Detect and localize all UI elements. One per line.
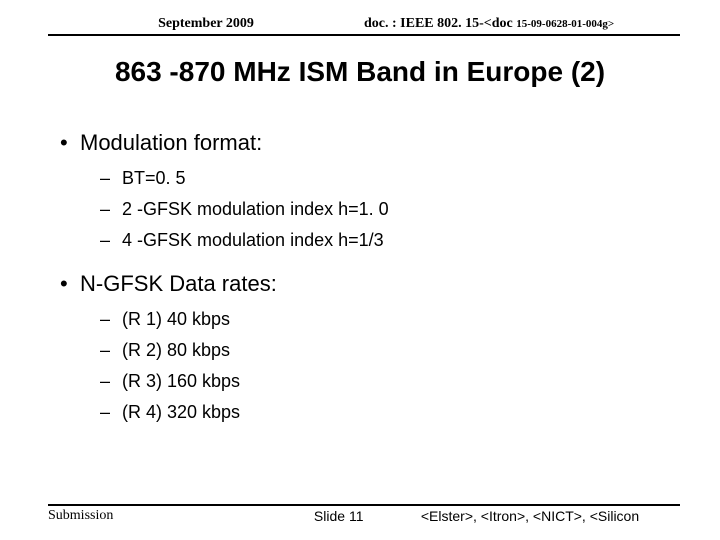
doc-prefix: doc. : IEEE 802. 15-<doc — [364, 16, 516, 31]
footer-bar: Submission Slide 11 <Elster>, <Itron>, <… — [48, 504, 680, 524]
footer-slide: Slide 11 — [257, 508, 421, 524]
header-date: September 2009 — [48, 16, 364, 32]
list-item: 4 -GFSK modulation index h=1/3 — [122, 230, 680, 251]
page-title: 863 -870 MHz ISM Band in Europe (2) — [0, 56, 720, 88]
section-heading: Modulation format: — [80, 130, 680, 156]
list-item: (R 2) 80 kbps — [122, 340, 680, 361]
content-area: Modulation format: BT=0. 5 2 -GFSK modul… — [60, 130, 680, 433]
list-item: BT=0. 5 — [122, 168, 680, 189]
section-heading: N-GFSK Data rates: — [80, 271, 680, 297]
list-item: 2 -GFSK modulation index h=1. 0 — [122, 199, 680, 220]
footer-left: Submission — [48, 508, 257, 524]
footer-right: <Elster>, <Itron>, <NICT>, <Silicon — [421, 508, 680, 524]
header-doc: doc. : IEEE 802. 15-<doc 15-09-0628-01-0… — [364, 16, 680, 32]
list-item: (R 1) 40 kbps — [122, 309, 680, 330]
list-item: (R 4) 320 kbps — [122, 402, 680, 423]
list-item: (R 3) 160 kbps — [122, 371, 680, 392]
doc-sub: 15-09-0628-01-004g> — [516, 18, 614, 30]
header-bar: September 2009 doc. : IEEE 802. 15-<doc … — [48, 16, 680, 36]
